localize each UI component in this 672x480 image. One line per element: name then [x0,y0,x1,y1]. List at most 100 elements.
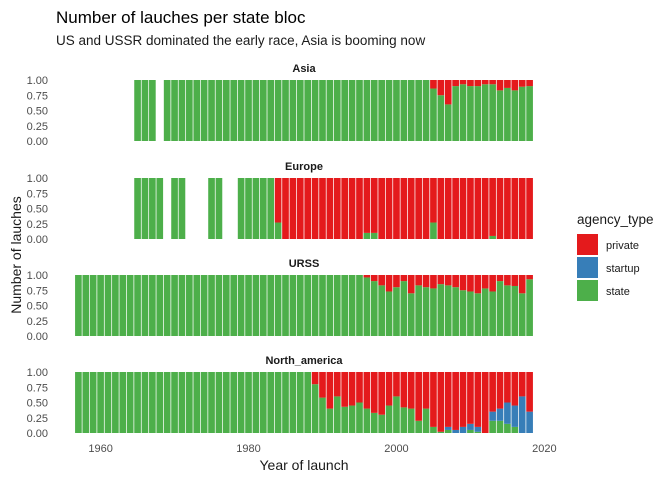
bar-state [348,80,356,141]
bar-state [245,372,252,433]
bar-private [489,275,496,292]
bar-private [348,178,356,239]
bar-state [370,80,378,141]
bar-private [363,178,371,233]
bar-private [400,178,408,239]
bar-state [171,372,178,433]
bar-private [289,178,297,239]
bar-state [186,275,193,336]
bar-state [489,235,496,239]
bar-private [452,80,459,87]
bar-state [171,80,178,141]
bar-state [171,275,178,336]
bar-state [526,279,533,336]
bar-private [489,178,496,236]
bar-state [97,372,104,433]
bar-state [311,384,319,433]
bar-state [282,372,289,433]
bar-private [393,372,400,397]
bar-state [163,80,171,141]
bar-private [459,372,467,427]
y-tick-label: 0.75 [27,188,48,200]
y-tick-label: 0.25 [27,413,48,425]
bar-state [267,80,275,141]
bar-state [97,275,104,336]
bar-state [104,372,112,433]
bar-private [370,275,378,282]
bar-private [518,275,526,294]
bar-private [356,178,363,239]
bar-state [444,285,452,336]
bar-state [363,80,371,141]
bar-state [156,275,164,336]
bar-state [215,275,223,336]
bar-private [407,372,415,409]
y-tick-label: 0.00 [27,136,48,148]
facet-urss: URSS 0.00 0.25 0.50 0.75 1.00 [27,258,533,343]
bar-private [526,372,533,412]
bar-state [252,178,260,239]
legend-label-startup: startup [606,263,640,275]
bar-private [326,178,334,239]
legend-swatch-state [577,280,598,301]
bar-startup [496,408,504,421]
bar-state [75,275,82,336]
bar-private [430,80,437,89]
bar-private [489,372,496,412]
bar-state [319,397,326,433]
bar-private [296,178,304,239]
bar-state [215,80,223,141]
bar-private [341,372,349,407]
bar-state [200,275,208,336]
bar-state [467,86,474,141]
bar-state [141,80,149,141]
bar-private [511,178,519,239]
bar-state [459,290,467,336]
bar-state [437,284,445,336]
bar-private [407,178,415,239]
bar-private [370,178,378,233]
bar-startup [489,411,496,421]
bar-private [496,178,504,239]
bar-state [341,406,349,433]
bar-state [282,80,289,141]
bar-state [430,426,437,433]
bar-private [496,80,504,91]
bar-private [415,372,422,421]
bar-private [481,178,489,239]
bar-state [400,80,408,141]
bar-state [430,288,437,336]
bar-state [378,414,385,433]
bar-private [474,275,482,294]
bar-state [112,372,119,433]
bar-state [496,281,504,336]
bar-state [289,275,297,336]
bar-state [296,275,304,336]
bar-state [186,372,193,433]
bar-private [333,178,341,239]
bar-private [363,275,371,278]
bar-private [415,178,422,239]
bar-private [385,178,393,239]
bar-state [134,80,141,141]
bar-state [274,222,282,239]
bar-state [407,80,415,141]
bar-state [489,84,496,141]
bar-state [333,275,341,336]
bar-state [378,80,385,141]
bar-state [363,277,371,336]
bar-private [437,80,445,96]
bar-state [178,275,186,336]
bar-private [496,275,504,282]
facet-label-asia: Asia [292,63,316,75]
y-tick-label: 1.00 [27,367,48,379]
facet-north-america: North_america 0.00 0.25 0.50 0.75 1.00 [27,355,533,440]
y-tick-label: 0.50 [27,106,48,118]
bar-state [370,232,378,239]
bar-state [200,372,208,433]
y-tick-label: 0.00 [27,331,48,343]
bar-state [511,285,519,336]
bar-startup [526,411,533,433]
bar-state [481,288,489,336]
bar-state [296,372,304,433]
